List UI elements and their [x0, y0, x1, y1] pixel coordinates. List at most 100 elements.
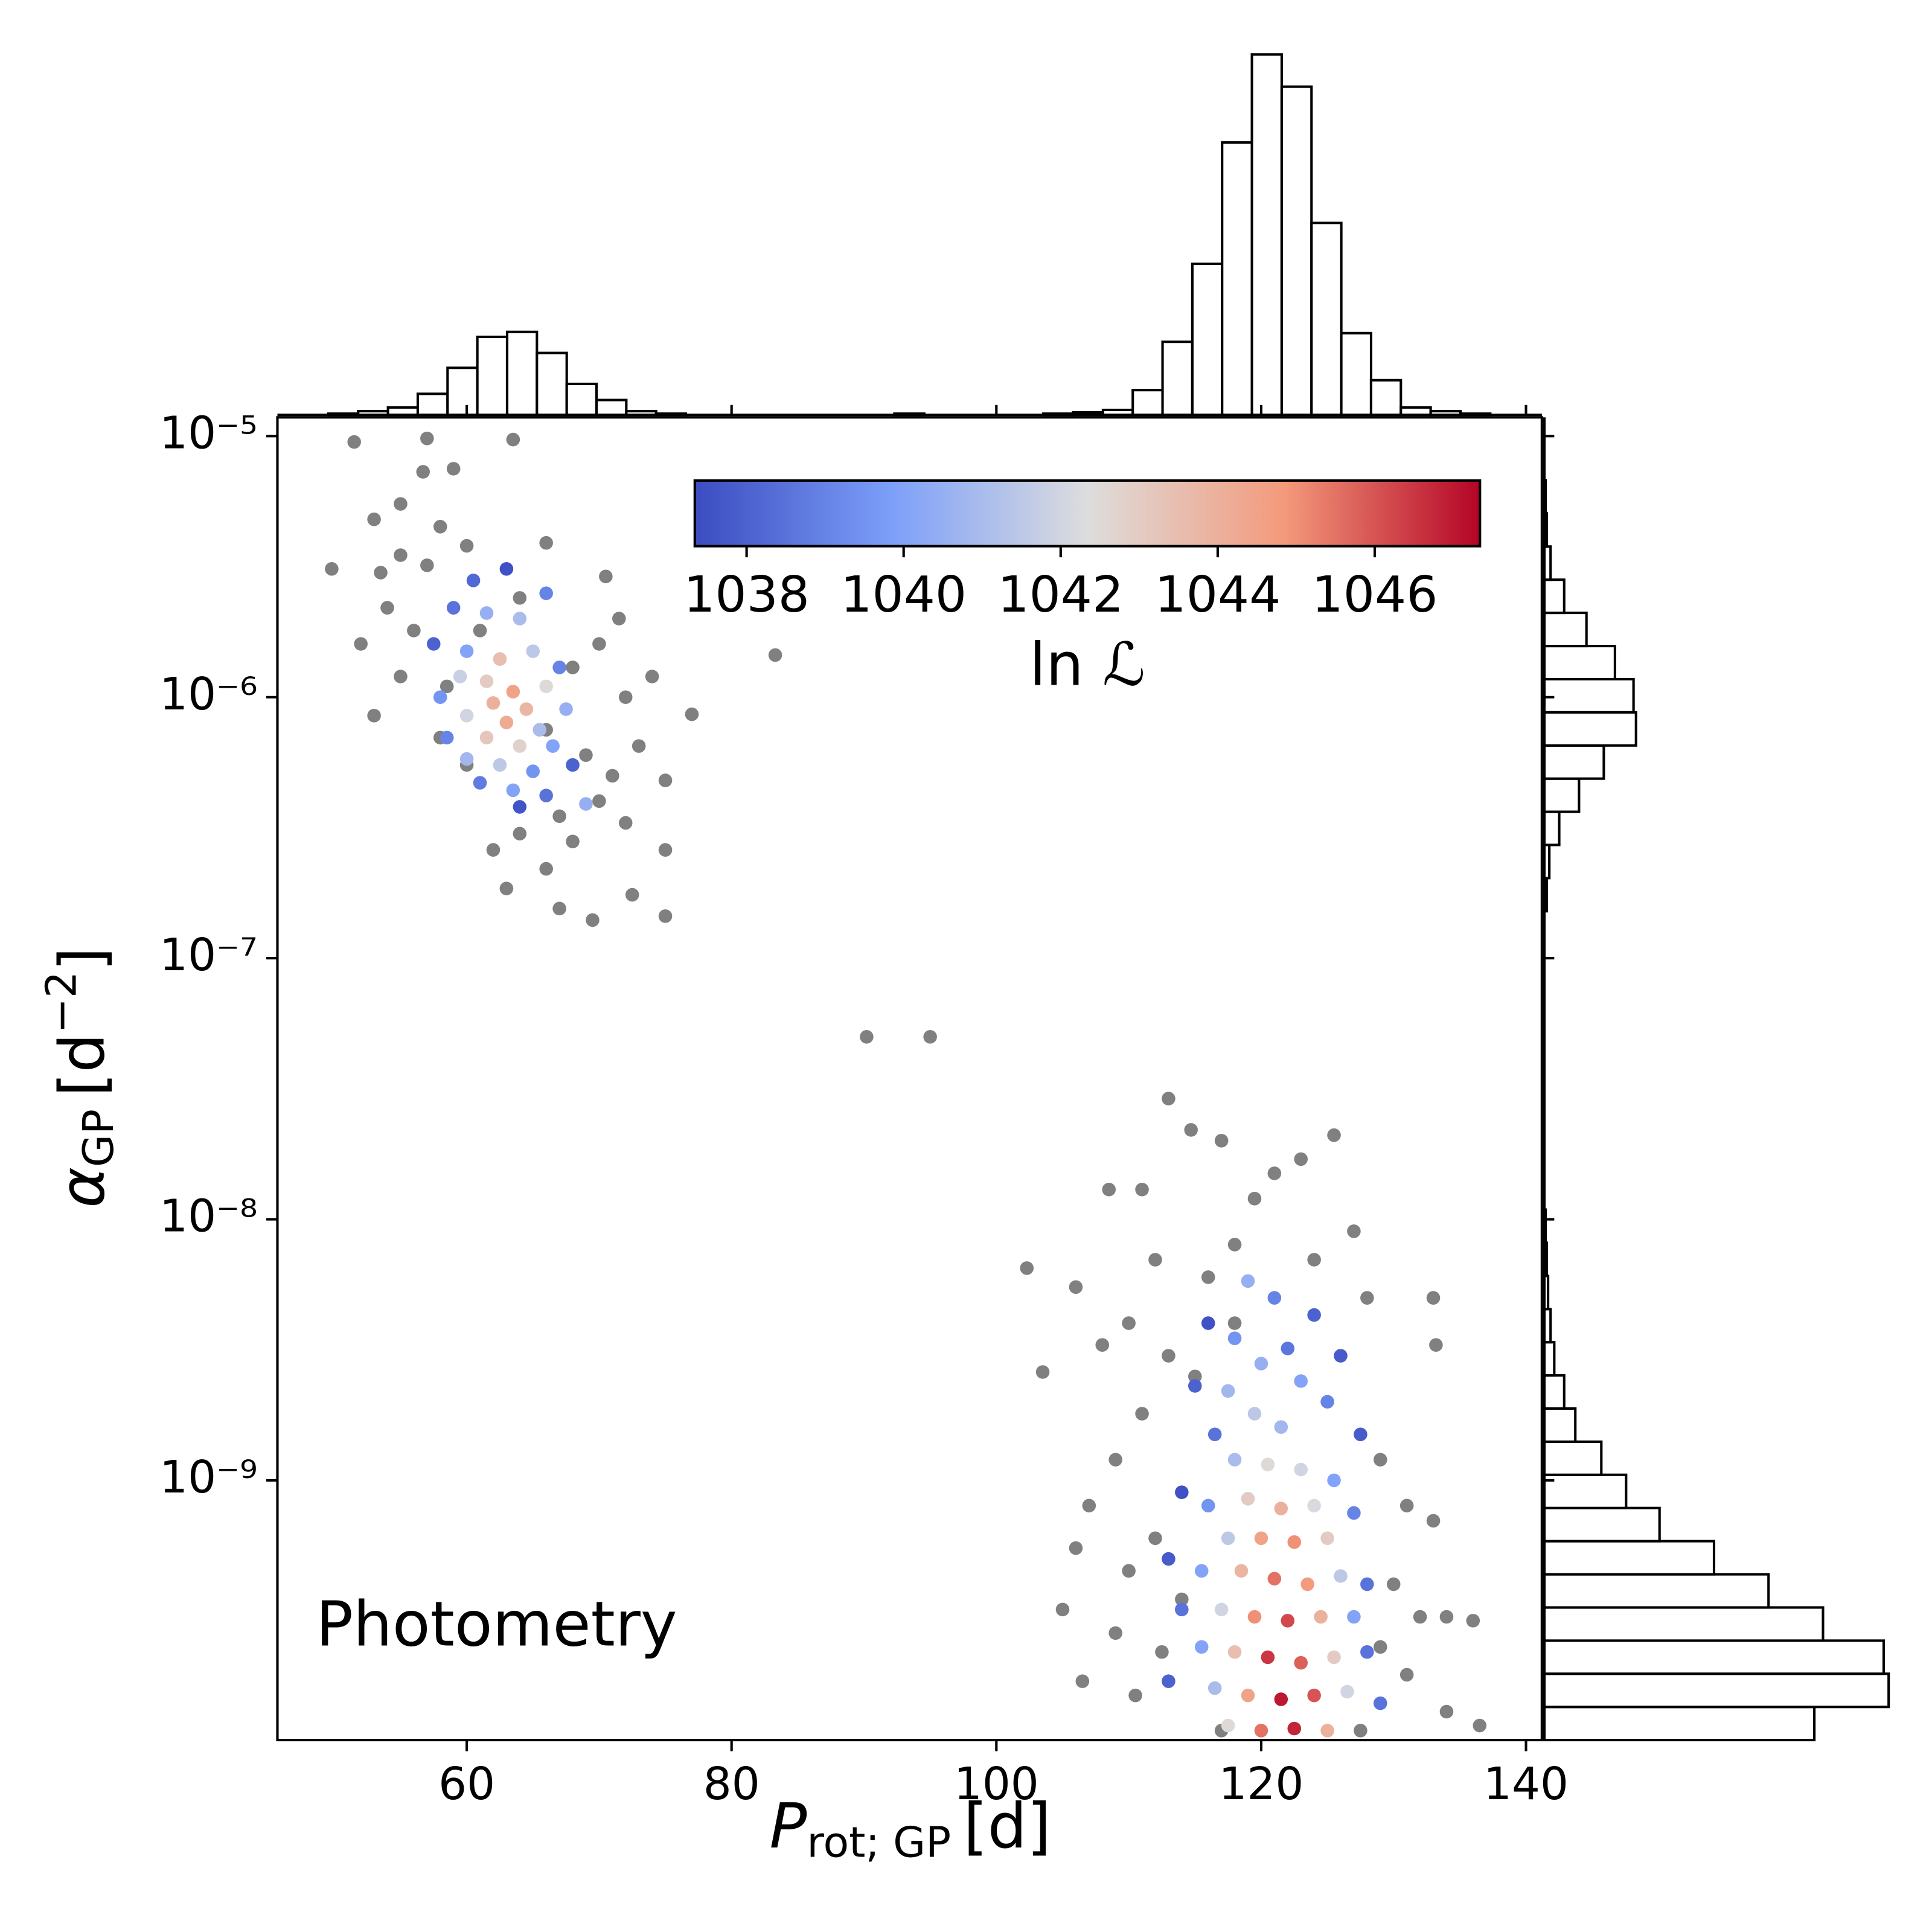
- scatter-point: [513, 739, 527, 753]
- scatter-point: [499, 715, 514, 729]
- scatter-point: [1429, 1338, 1443, 1352]
- x-label-subscript: rot; GP: [807, 1818, 951, 1867]
- annotation: Photometry: [316, 1589, 677, 1661]
- scatter-point: [1221, 1531, 1235, 1546]
- scatter-point: [446, 462, 461, 476]
- y-label-unit: [d: [47, 1033, 119, 1096]
- scatter-point: [420, 558, 434, 572]
- scatter-point: [1347, 1224, 1361, 1238]
- scatter-point: [1247, 1407, 1262, 1421]
- scatter-point: [1314, 1610, 1328, 1624]
- scatter-point: [1374, 1640, 1387, 1654]
- plot-area: [325, 431, 1487, 1738]
- scatter-point: [486, 696, 501, 710]
- scatter-point: [407, 624, 421, 638]
- scatter-point: [1320, 1531, 1334, 1546]
- histogram-bar: [1543, 1573, 1770, 1609]
- scatter-point: [1214, 1134, 1229, 1148]
- scatter-point: [1247, 1192, 1262, 1206]
- scatter-point: [513, 591, 527, 605]
- scatter-point: [394, 670, 408, 683]
- histogram-bar: [416, 392, 449, 417]
- scatter-point: [1466, 1614, 1480, 1628]
- histogram-bar: [1191, 262, 1224, 417]
- scatter-point: [1374, 1696, 1387, 1710]
- scatter-point: [1281, 1342, 1295, 1355]
- y-label-symbol: α: [47, 1167, 119, 1208]
- scatter-point: [526, 764, 540, 778]
- scatter-point: [645, 670, 659, 683]
- scatter-point: [367, 512, 381, 526]
- y-label-unit-end: ]: [47, 947, 119, 971]
- x-label-symbol: P: [770, 1791, 807, 1863]
- scatter-point: [658, 773, 673, 787]
- scatter-point: [493, 758, 507, 772]
- scatter-point: [493, 652, 507, 666]
- histogram-bar: [1543, 1606, 1825, 1642]
- scatter-point: [1386, 1577, 1401, 1591]
- scatter-point: [1194, 1640, 1209, 1654]
- scatter-point: [1426, 1291, 1441, 1305]
- scatter-point: [599, 569, 613, 584]
- histogram-bar: [1543, 677, 1635, 714]
- histogram-bar: [1280, 85, 1313, 417]
- scatter-point: [1095, 1338, 1110, 1352]
- histogram-bar: [1543, 644, 1616, 680]
- histogram-bar: [476, 335, 509, 417]
- scatter-point: [459, 752, 474, 766]
- scatter-point: [1426, 1514, 1441, 1528]
- scatter-point: [1175, 1592, 1189, 1607]
- scatter-point: [546, 739, 560, 753]
- scatter-point: [1128, 1688, 1142, 1703]
- scatter-point: [1267, 1166, 1282, 1180]
- scatter-point: [506, 783, 520, 798]
- scatter-point: [1307, 1688, 1321, 1703]
- scatter-point: [1439, 1610, 1454, 1624]
- scatter-point: [374, 566, 388, 580]
- y-tick-label: 10⁻⁹: [159, 1451, 258, 1503]
- scatter-point: [612, 612, 626, 625]
- scatter-point: [1327, 1473, 1341, 1488]
- scatter-point: [579, 748, 593, 762]
- x-axis-label: Prot; GP [d]: [770, 1791, 1051, 1867]
- scatter-point: [592, 637, 606, 651]
- histogram-bar: [1543, 810, 1561, 846]
- scatter-point: [592, 794, 606, 808]
- scatter-point: [625, 888, 639, 902]
- scatter-point: [539, 862, 553, 876]
- scatter-point: [420, 431, 434, 446]
- scatter-point: [506, 432, 520, 447]
- scatter-point: [394, 497, 408, 511]
- scatter-point: [1075, 1674, 1090, 1688]
- scatter-point: [566, 758, 580, 772]
- scatter-point: [1234, 1564, 1249, 1578]
- colorbar-tick-label: 1044: [1155, 566, 1281, 624]
- scatter-point: [1135, 1407, 1149, 1421]
- scatter-point: [433, 520, 447, 534]
- scatter-point: [1294, 1655, 1308, 1670]
- axes: 60 80 100 120 140 10⁻⁵ 10⁻⁶ 10⁻⁷ 10⁻⁸ 10⁻⁹ 1038 104…: [159, 405, 1569, 1810]
- scatter-point: [1254, 1357, 1268, 1371]
- histogram-bar: [1543, 1639, 1886, 1675]
- scatter-point: [440, 731, 454, 745]
- scatter-point: [499, 562, 514, 576]
- scatter-point: [1320, 1395, 1334, 1409]
- scatter-point: [1035, 1365, 1050, 1379]
- scatter-point: [566, 834, 580, 849]
- scatter-point: [533, 723, 546, 737]
- scatter-point: [1221, 1384, 1235, 1398]
- scatter-point: [1360, 1577, 1374, 1591]
- scatter-point: [1347, 1506, 1361, 1520]
- y-label-subscript: GP: [74, 1109, 123, 1167]
- scatter-point: [1188, 1369, 1202, 1384]
- scatter-point: [1307, 1499, 1321, 1513]
- y-axis-label: αGP [d−2]: [37, 947, 124, 1208]
- scatter-point: [1108, 1453, 1122, 1467]
- scatter-point: [1221, 1718, 1235, 1733]
- scatter-point: [632, 739, 646, 753]
- scatter-point: [1360, 1291, 1374, 1305]
- scatter-point: [1122, 1564, 1136, 1578]
- scatter-point: [1148, 1253, 1162, 1267]
- histogram-bar: [595, 398, 628, 417]
